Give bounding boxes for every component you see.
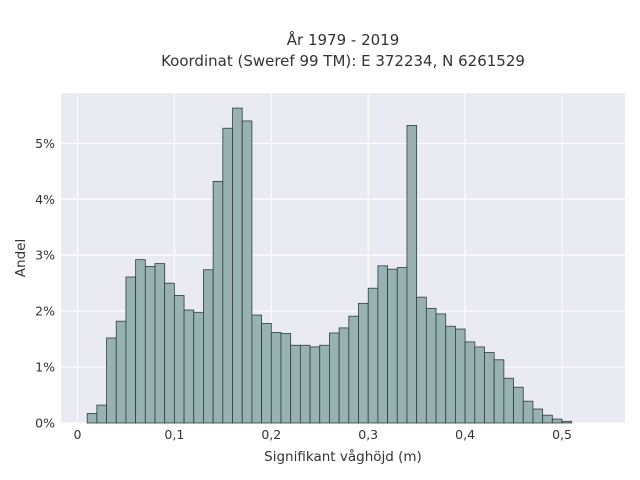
histogram-bar [135, 259, 146, 424]
histogram-bar [232, 107, 243, 424]
histogram-bar [542, 414, 553, 424]
histogram-bar [435, 313, 447, 424]
x-tick-label: 0,3 [358, 427, 378, 442]
histogram-bar [551, 418, 563, 424]
histogram-bar [144, 265, 156, 424]
x-axis-label: Signifikant våghöjd (m) [264, 448, 422, 465]
histogram-bar [493, 359, 505, 424]
x-tick-label: 0,1 [164, 427, 184, 442]
histogram-bar [251, 314, 262, 424]
histogram-bar [406, 125, 418, 424]
histogram-bar [561, 420, 573, 424]
histogram-bar [513, 386, 524, 424]
x-tick-label: 0 [73, 427, 81, 442]
histogram-bar [377, 265, 388, 424]
histogram-bar [367, 287, 379, 424]
histogram-bar [503, 377, 514, 424]
x-tick-label: 0,5 [552, 427, 572, 442]
histogram-bar [164, 282, 175, 424]
histogram-bar [416, 296, 427, 424]
histogram-bar [348, 315, 359, 424]
y-axis-label: Andel [13, 239, 29, 277]
histogram-bar [309, 346, 321, 424]
bars [86, 107, 573, 424]
histogram-bar [319, 344, 330, 424]
histogram-bar [173, 295, 185, 424]
histogram-bar [299, 344, 311, 424]
histogram-bar [86, 413, 98, 424]
histogram-bar [445, 325, 456, 424]
histogram-bar [425, 307, 437, 424]
y-tick-label: 4% [35, 192, 55, 207]
chart-title-line-2: Koordinat (Sweref 99 TM): E 372234, N 62… [161, 52, 525, 70]
chart-title-line-1: År 1979 - 2019 [287, 30, 400, 49]
y-tick-label: 1% [35, 360, 55, 375]
histogram-bar [212, 180, 224, 424]
histogram-bar [522, 400, 534, 424]
histogram-bar [338, 327, 350, 424]
histogram-bar [532, 408, 544, 424]
histogram-bar [203, 269, 214, 424]
histogram-bar [106, 337, 117, 424]
histogram-bar [396, 267, 408, 424]
histogram-bar [280, 333, 292, 424]
histogram-bar [193, 311, 204, 424]
histogram-bar [261, 323, 272, 424]
histogram-bar [464, 341, 476, 424]
histogram-bar [358, 302, 369, 424]
y-tick-label: 2% [35, 304, 55, 319]
histogram-bar [154, 263, 166, 424]
histogram-bar [387, 268, 398, 424]
histogram-bar [290, 344, 301, 424]
y-tick-labels: 0% 1% 2% 3% 4% 5% [35, 136, 55, 431]
histogram-bar [241, 120, 253, 424]
histogram-bar [96, 404, 107, 424]
y-tick-label: 5% [35, 136, 55, 151]
histogram-bar [125, 276, 137, 424]
histogram-bar [115, 320, 127, 424]
y-tick-label: 0% [35, 416, 55, 431]
x-tick-label: 0,2 [261, 427, 281, 442]
histogram-bar [270, 331, 282, 424]
histogram-bar [455, 328, 466, 424]
histogram-bar [222, 127, 233, 424]
y-tick-label: 3% [35, 248, 55, 263]
histogram-bar [329, 332, 340, 424]
x-tick-labels: 0 0,1 0,2 0,3 0,4 0,5 [73, 427, 571, 442]
histogram-bar [474, 346, 485, 424]
histogram-bar [484, 352, 495, 424]
histogram-bar [183, 309, 195, 424]
x-tick-label: 0,4 [455, 427, 475, 442]
